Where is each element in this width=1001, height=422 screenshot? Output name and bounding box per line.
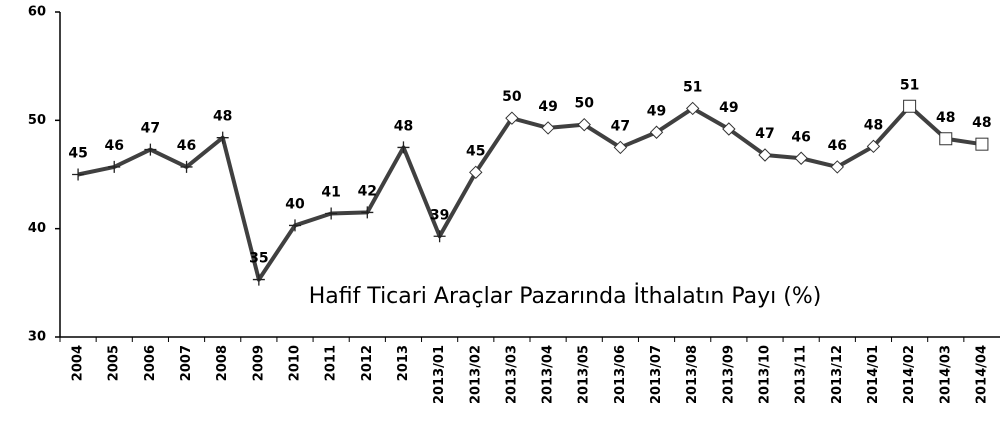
x-tick-label: 2014/03 — [938, 345, 953, 404]
marker — [758, 148, 772, 162]
data-label: 48 — [394, 118, 413, 134]
x-tick-label: 2013/03 — [504, 345, 519, 404]
data-label: 45 — [68, 146, 87, 162]
marker — [577, 117, 591, 132]
marker — [649, 125, 664, 139]
marker — [397, 141, 410, 154]
annotation: Hafif Ticari Araçlar Pazarında İthalatın… — [309, 283, 822, 309]
marker — [794, 151, 808, 165]
marker — [866, 139, 881, 154]
x-tick-label: 2013/05 — [577, 345, 592, 404]
data-label: 51 — [900, 77, 919, 93]
x-tick-label: 2013/12 — [830, 345, 845, 404]
y-tick-label: 30 — [28, 330, 46, 345]
data-label: 40 — [285, 196, 305, 212]
marker — [433, 230, 446, 243]
data-label: 48 — [213, 109, 232, 125]
marker — [613, 140, 628, 155]
x-tick-label: 2008 — [215, 345, 230, 381]
marker — [216, 131, 229, 144]
marker — [180, 160, 193, 173]
data-label: 46 — [177, 138, 196, 154]
data-label: 46 — [791, 129, 810, 145]
x-tick-label: 2010 — [288, 345, 303, 381]
x-tick-label: 2013/08 — [685, 345, 700, 404]
marker — [903, 99, 917, 113]
x-tick-label: 2013 — [396, 345, 411, 381]
x-tick-label: 2013/01 — [432, 345, 447, 404]
marker — [975, 137, 989, 151]
x-tick-label: 2013/06 — [613, 345, 628, 404]
data-line — [77, 104, 983, 282]
marker — [505, 111, 519, 125]
data-label: 49 — [538, 99, 557, 115]
data-label: 48 — [864, 117, 883, 133]
x-tick-label: 2009 — [251, 345, 266, 381]
x-tick-label: 2013/07 — [649, 345, 664, 404]
marker — [469, 165, 483, 180]
x-tick-label: 2011 — [324, 345, 339, 381]
data-label: 42 — [358, 183, 377, 199]
data-label: 48 — [972, 115, 991, 131]
marker — [325, 207, 338, 220]
x-tick-label: 2004 — [71, 345, 86, 381]
marker — [361, 206, 374, 219]
marker — [252, 273, 265, 286]
x-tick-label: 2013/11 — [794, 345, 809, 404]
marker — [541, 121, 555, 135]
x-tick-label: 2005 — [107, 345, 122, 381]
y-tick-label: 50 — [28, 113, 46, 128]
x-tick-label: 2007 — [179, 345, 194, 381]
data-label: 49 — [719, 100, 738, 116]
data-label: 39 — [430, 207, 449, 223]
data-label: 46 — [104, 138, 123, 154]
data-label: 47 — [141, 121, 160, 137]
x-tick-label: 2014/01 — [866, 345, 881, 404]
marker — [108, 160, 121, 173]
x-tick-label: 2013/02 — [468, 345, 483, 404]
x-tick-label: 2014/02 — [902, 345, 917, 404]
y-tick-label: 40 — [28, 221, 46, 236]
marker — [144, 143, 157, 156]
data-label: 35 — [249, 251, 268, 267]
data-label: 51 — [683, 79, 702, 95]
x-tick-label: 2012 — [360, 345, 375, 381]
y-tick-label: 60 — [28, 5, 46, 20]
data-label: 50 — [574, 96, 594, 112]
marker — [939, 132, 953, 146]
marker — [830, 160, 845, 174]
data-label: 46 — [828, 138, 847, 154]
data-label: 48 — [936, 110, 955, 126]
x-tick-label: 2013/04 — [541, 345, 556, 404]
data-label: 47 — [611, 118, 630, 134]
marker — [72, 168, 85, 181]
x-tick-label: 2006 — [143, 345, 158, 381]
x-tick-label: 2013/10 — [758, 345, 773, 404]
marker — [685, 101, 700, 116]
x-tick-label: 2013/09 — [721, 345, 736, 404]
marker — [722, 122, 736, 136]
data-label: 47 — [755, 126, 774, 142]
data-label: 49 — [647, 103, 666, 119]
data-label: 45 — [466, 143, 485, 159]
data-label: 41 — [321, 185, 340, 201]
x-tick-label: 2014/04 — [974, 345, 989, 404]
data-label: 50 — [502, 89, 522, 105]
marker — [289, 219, 301, 232]
